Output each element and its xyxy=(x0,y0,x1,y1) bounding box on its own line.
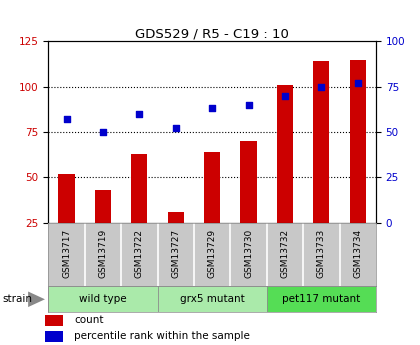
Bar xyxy=(48,286,158,312)
Point xyxy=(209,106,215,111)
Point xyxy=(245,102,252,108)
Point xyxy=(100,129,106,135)
Bar xyxy=(131,154,147,223)
Bar xyxy=(45,315,63,326)
Text: GSM13734: GSM13734 xyxy=(353,229,362,278)
Text: GSM13732: GSM13732 xyxy=(281,229,289,278)
Point xyxy=(136,111,143,117)
Text: GSM13730: GSM13730 xyxy=(244,228,253,278)
Point xyxy=(172,126,179,131)
Text: wild type: wild type xyxy=(79,294,127,304)
Text: GSM13717: GSM13717 xyxy=(62,228,71,278)
Bar xyxy=(313,61,330,223)
Bar xyxy=(277,85,293,223)
Bar xyxy=(168,211,184,223)
Text: pet117 mutant: pet117 mutant xyxy=(282,294,360,304)
Bar xyxy=(58,174,75,223)
Bar xyxy=(95,190,111,223)
Bar xyxy=(349,59,366,223)
Text: count: count xyxy=(74,315,104,325)
Text: strain: strain xyxy=(2,294,32,304)
Title: GDS529 / R5 - C19 : 10: GDS529 / R5 - C19 : 10 xyxy=(135,27,289,40)
Text: grx5 mutant: grx5 mutant xyxy=(180,294,244,304)
Bar xyxy=(204,152,221,223)
Polygon shape xyxy=(28,292,45,307)
Bar xyxy=(240,141,257,223)
Text: GSM13719: GSM13719 xyxy=(98,228,108,278)
Text: percentile rank within the sample: percentile rank within the sample xyxy=(74,331,250,341)
Text: GSM13729: GSM13729 xyxy=(207,229,217,278)
Text: GSM13727: GSM13727 xyxy=(171,229,180,278)
Point xyxy=(63,117,70,122)
Point xyxy=(281,93,288,99)
Bar xyxy=(158,286,267,312)
Point xyxy=(354,80,361,86)
Bar xyxy=(45,331,63,342)
Text: GSM13722: GSM13722 xyxy=(135,229,144,278)
Point xyxy=(318,84,325,89)
Text: GSM13733: GSM13733 xyxy=(317,228,326,278)
Bar xyxy=(267,286,376,312)
